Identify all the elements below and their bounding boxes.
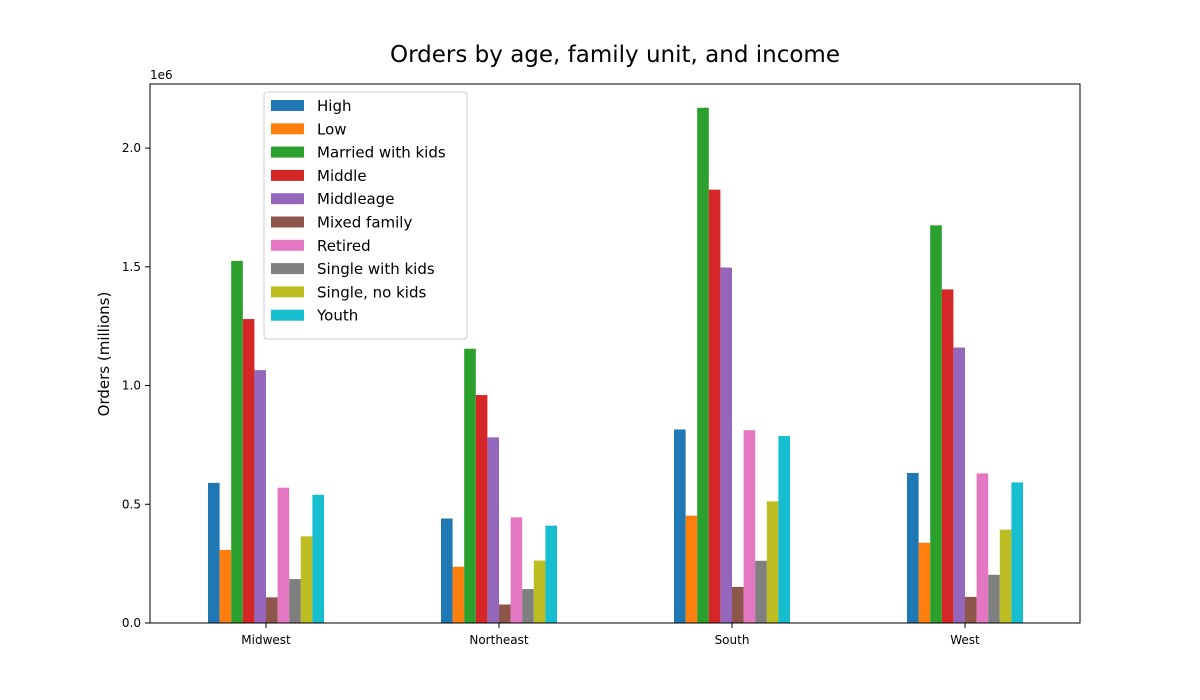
bar-northeast-3 bbox=[475, 395, 488, 623]
bars-group bbox=[208, 107, 1023, 624]
bar-midwest-6 bbox=[277, 487, 290, 623]
bar-south-3 bbox=[708, 189, 721, 623]
legend-swatch bbox=[271, 123, 304, 135]
bar-northeast-7 bbox=[522, 589, 534, 623]
bar-west-6 bbox=[976, 473, 989, 623]
legend-label: Low bbox=[317, 120, 347, 138]
chart-title: Orders by age, family unit, and income bbox=[390, 42, 840, 68]
bar-west-5 bbox=[965, 596, 977, 623]
bar-midwest-0 bbox=[208, 482, 220, 623]
bar-south-9 bbox=[778, 436, 790, 623]
bar-west-0 bbox=[907, 472, 919, 623]
y-axis-label: Orders (millions) bbox=[95, 292, 113, 417]
legend-label: Middleage bbox=[317, 190, 395, 208]
bar-south-8 bbox=[766, 501, 779, 623]
legend-label: Middle bbox=[317, 167, 367, 185]
bar-west-2 bbox=[930, 225, 942, 623]
y-tick-label: 0.5 bbox=[122, 497, 141, 511]
legend-swatch bbox=[271, 286, 304, 298]
x-tick-label: West bbox=[950, 633, 980, 647]
bar-midwest-2 bbox=[231, 260, 243, 623]
bar-west-7 bbox=[988, 574, 1000, 623]
y-tick-label: 2.0 bbox=[122, 141, 141, 155]
bar-northeast-1 bbox=[452, 566, 465, 623]
bar-midwest-3 bbox=[242, 319, 255, 623]
legend-swatch bbox=[271, 239, 304, 251]
bar-south-1 bbox=[685, 515, 698, 623]
bar-midwest-5 bbox=[266, 597, 278, 623]
x-tick-label: Northeast bbox=[469, 633, 529, 647]
y-axis-offset-label: 1e6 bbox=[150, 68, 173, 82]
x-tick-label: Midwest bbox=[241, 633, 291, 647]
bar-northeast-0 bbox=[441, 518, 453, 623]
bar-south-7 bbox=[755, 560, 767, 623]
legend-label: Retired bbox=[317, 237, 371, 255]
bar-west-3 bbox=[941, 289, 954, 623]
bar-midwest-1 bbox=[219, 549, 232, 623]
y-tick-label: 1.5 bbox=[122, 260, 141, 274]
bar-northeast-2 bbox=[464, 348, 476, 623]
plot-frame bbox=[149, 83, 1081, 624]
axes-group: Midwest Northeast South West 0.0 0.5 1.0 1.5 2.0 bbox=[122, 141, 980, 647]
legend-swatch bbox=[271, 216, 304, 228]
legend-label: Youth bbox=[316, 307, 358, 325]
y-tick-label: 0.0 bbox=[122, 616, 141, 630]
bar-south-0 bbox=[674, 429, 686, 623]
bar-northeast-8 bbox=[533, 560, 546, 623]
bar-west-1 bbox=[918, 542, 931, 623]
legend-label: Single with kids bbox=[317, 260, 435, 278]
legend: High Low Married with kids Middle Middleage M… bbox=[263, 91, 468, 340]
bar-west-8 bbox=[999, 529, 1012, 623]
bar-northeast-6 bbox=[510, 517, 523, 623]
legend-swatch bbox=[271, 169, 304, 181]
legend-swatch bbox=[271, 263, 304, 275]
bar-south-6 bbox=[743, 430, 756, 623]
legend-swatch bbox=[271, 193, 304, 205]
legend-label: Mixed family bbox=[317, 214, 412, 232]
legend-swatch bbox=[271, 100, 304, 111]
bar-south-2 bbox=[697, 107, 709, 624]
legend-label: Single, no kids bbox=[317, 283, 426, 301]
bar-midwest-9 bbox=[312, 494, 324, 623]
bar-midwest-8 bbox=[300, 536, 313, 623]
bar-south-5 bbox=[732, 586, 744, 623]
legend-label: Married with kids bbox=[317, 144, 446, 162]
y-tick-label: 1.0 bbox=[122, 379, 141, 393]
bar-west-4 bbox=[953, 347, 965, 623]
bar-south-4 bbox=[720, 267, 732, 623]
legend-label: High bbox=[317, 97, 351, 115]
bar-northeast-9 bbox=[545, 525, 557, 623]
bar-midwest-7 bbox=[289, 579, 301, 623]
legend-swatch bbox=[271, 146, 304, 158]
x-tick-label: South bbox=[715, 633, 750, 647]
legend-swatch bbox=[271, 309, 304, 321]
legend-frame bbox=[263, 91, 468, 340]
bar-west-9 bbox=[1011, 482, 1023, 623]
bar-northeast-5 bbox=[499, 604, 511, 623]
bar-northeast-4 bbox=[487, 437, 499, 623]
bar-midwest-4 bbox=[254, 370, 266, 623]
